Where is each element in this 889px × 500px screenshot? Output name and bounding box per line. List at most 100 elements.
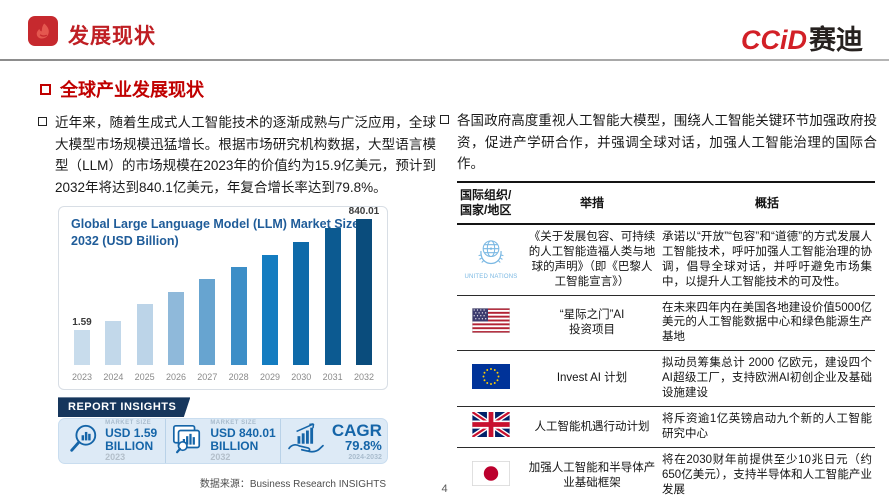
bar-2030 xyxy=(288,242,314,366)
us-flag-icon xyxy=(472,307,510,336)
bullet-square-icon xyxy=(440,115,449,124)
llm-market-size-chart: Global Large Language Model (LLM) Market… xyxy=(58,206,388,391)
page-number: 4 xyxy=(441,483,448,495)
col-header-summary: 概括 xyxy=(659,181,875,225)
flag-caption: UNITED NATIONS xyxy=(464,274,518,281)
cagr-period: 2024-2032 xyxy=(348,453,382,461)
summary-cell: 将在2030财年前提供至少10兆日元（约650亿美元），支持半导体和人工智能产业… xyxy=(662,454,872,496)
metric-unit: BILLION xyxy=(210,438,259,453)
x-axis-tick-label: 2024 xyxy=(103,372,124,383)
government-measures-table: 国际组织/ 国家/地区 举措 概括 UNITED NATIONS 《关于发展包容、… xyxy=(457,180,875,500)
ccid-brand-logo: CCiD赛迪 xyxy=(741,18,863,57)
table-row: Invest AI 计划 拟动员筹集总计 2000 亿欧元，建设四个AI超级工厂，… xyxy=(457,350,875,408)
measure-cell: Invest AI 计划 xyxy=(525,350,659,408)
right-column: 各国政府高度重视人工智能大模型，围绕人工智能关键环节加强政府投资，促进产学研合作… xyxy=(440,110,877,500)
bar-2031 xyxy=(320,228,346,366)
summary-cell: 在未来四年内在美国各地建设价值5000亿美元的人工智能数据中心和绿色能源生产基地 xyxy=(659,295,875,352)
bar xyxy=(293,242,310,366)
left-paragraph-block: 近年来，随着生成式人工智能技术的逐渐成熟与广泛应用，全球大模型市场规模迅猛增长。… xyxy=(38,112,436,198)
report-insights: REPORT INSIGHTS MARKET SIZE USD 1.59 BILLI… xyxy=(58,397,388,465)
brand-ccid: CCiD xyxy=(741,25,807,55)
x-axis-tick-label: 2028 xyxy=(228,372,249,383)
bar xyxy=(324,228,341,366)
table-header-row: 国际组织/ 国家/地区 举措 概括 xyxy=(457,181,875,225)
x-axis-tick-label: 2025 xyxy=(134,372,155,383)
bar xyxy=(136,304,153,366)
section-title-text: 全球产业发展现状 xyxy=(60,80,204,100)
bar xyxy=(261,255,278,366)
region-flag-cell xyxy=(457,406,525,449)
metric-caption: MARKET SIZE xyxy=(210,419,257,426)
chart-data-source: 数据来源：Business Research INSIGHTS xyxy=(199,479,386,491)
bar xyxy=(105,321,122,366)
hand-growth-icon xyxy=(286,422,326,461)
metric-year: 2023 xyxy=(105,451,126,462)
flame-logo-icon xyxy=(28,16,58,46)
measure-cell: 《关于发展包容、可持续的人工智能造福人类与地球的声明》（即《巴黎人工智能宣言》） xyxy=(525,223,659,296)
bar xyxy=(230,267,247,366)
region-flag-cell xyxy=(457,350,525,408)
bar-2026 xyxy=(163,292,189,366)
report-insights-badge: REPORT INSIGHTS xyxy=(58,397,191,418)
insight-metric-text: MARKET SIZE USD 840.01 BILLION 2032 xyxy=(210,420,275,463)
right-paragraph: 各国政府高度重视人工智能大模型，围绕人工智能关键环节加强政府投资，促进产学研合作… xyxy=(457,113,877,172)
bar-2029 xyxy=(257,255,283,366)
right-paragraph-block: 各国政府高度重视人工智能大模型，围绕人工智能关键环节加强政府投资，促进产学研合作… xyxy=(440,110,877,175)
insight-metric-2: MARKET SIZE USD 840.01 BILLION 2032 xyxy=(165,419,279,464)
x-axis-tick-label: 2026 xyxy=(165,372,186,383)
bar xyxy=(167,292,184,366)
brand-saidi: 赛迪 xyxy=(809,25,863,55)
x-axis: 2023 2024 2025 2026 2027 2028 2029 2030 2031 2032 xyxy=(69,372,377,382)
insight-metric-text: MARKET SIZE USD 1.59 BILLION 2023 xyxy=(105,420,157,463)
x-axis-tick-label: 2029 xyxy=(259,372,280,383)
flame-glyph xyxy=(36,23,49,39)
x-axis-tick-label: 2032 xyxy=(353,372,374,383)
chart-title-line1: Global Large Language Model (LLM) Market… xyxy=(71,217,360,232)
bullet-square-icon xyxy=(38,117,47,126)
bar-chart-plot-area: 1.59 840.01 xyxy=(69,206,379,366)
insight-metric-text: CAGR 79.8% 2024-2032 xyxy=(332,422,382,462)
slide-header: 发展现状 CCiD赛迪 xyxy=(0,0,889,61)
bar xyxy=(74,330,90,366)
bar-2023: 1.59 xyxy=(69,317,95,366)
cagr-label: CAGR xyxy=(331,420,382,440)
bar xyxy=(199,279,216,366)
summary-cell: 将斥资逾1亿英镑启动九个新的人工智能研究中心 xyxy=(659,406,875,449)
x-axis-tick-label: 2031 xyxy=(322,372,343,383)
measure-cell: “星际之门”AI 投资项目 xyxy=(525,295,659,352)
x-axis-tick-label: 2023 xyxy=(71,372,93,383)
region-flag-cell: UNITED NATIONS xyxy=(457,223,525,296)
metric-value: USD 840.01 xyxy=(210,425,276,440)
left-column: 近年来，随着生成式人工智能技术的逐渐成熟与广泛应用，全球大模型市场规模迅猛增长。… xyxy=(38,112,436,490)
bar-value-label: 1.59 xyxy=(72,317,92,329)
charts-magnifier-icon xyxy=(170,423,204,460)
metric-caption: MARKET SIZE xyxy=(105,419,152,426)
region-flag-cell xyxy=(457,448,525,500)
bar-2024 xyxy=(100,321,126,366)
metric-unit: BILLION xyxy=(105,438,154,453)
region-flag-cell xyxy=(457,295,525,352)
measure-cell: 加强人工智能和半导体产业基础框架 xyxy=(528,461,656,489)
table-row: “星际之门”AI 投资项目 在未来四年内在美国各地建设价值5000亿美元的人工智能… xyxy=(457,295,875,352)
metric-year: 2032 xyxy=(210,451,231,462)
measure-cell: 人工智能机遇行动计划 xyxy=(525,406,659,449)
section-bullet-icon xyxy=(40,83,51,95)
report-insights-panel: MARKET SIZE USD 1.59 BILLION 2023 MARKET SIZ… xyxy=(58,418,388,465)
summary-cell: 承诺以“开放”“包容”和“道德”的方式发展人工智能技术，呼吁加强人工智能治理的协… xyxy=(659,223,875,296)
japan-flag-icon xyxy=(472,460,511,489)
col-header-region: 国际组织/ 国家/地区 xyxy=(457,181,525,225)
x-axis-tick-label: 2030 xyxy=(291,372,312,383)
table-row: 人工智能机遇行动计划 将斥资逾1亿英镑启动九个新的人工智能研究中心 xyxy=(457,406,875,449)
bar-2025 xyxy=(132,304,158,366)
eu-flag-icon xyxy=(472,363,510,392)
bar xyxy=(355,219,372,366)
bar-2032: 840.01 xyxy=(348,206,380,366)
bar-2027 xyxy=(194,279,220,366)
x-axis-tick-label: 2027 xyxy=(197,372,218,383)
bar-2028 xyxy=(226,267,252,366)
cagr-value: 79.8% xyxy=(345,437,382,453)
page-title: 发展现状 xyxy=(68,25,156,48)
insight-metric-3: CAGR 79.8% 2024-2032 xyxy=(279,419,387,464)
bar-value-label: 840.01 xyxy=(348,206,380,218)
